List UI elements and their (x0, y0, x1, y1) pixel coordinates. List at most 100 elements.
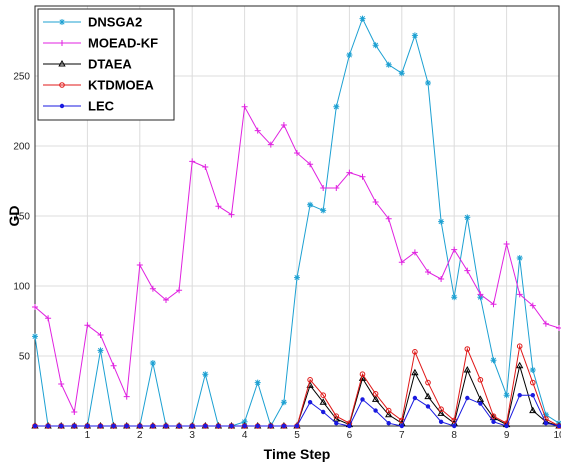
data-point-lec (124, 423, 129, 429)
x-tick-label: 10 (553, 430, 561, 441)
data-point-ktdmoea (464, 346, 471, 352)
y-tick-label: 150 (13, 212, 30, 223)
data-point-lec (491, 419, 496, 424)
data-point-ktdmoea (307, 377, 313, 383)
data-point-ktdmoea (359, 371, 366, 378)
data-point-lec (229, 423, 234, 429)
data-point-moead-kf (84, 322, 91, 329)
data-point-moead-kf (451, 246, 458, 253)
data-point-dnsga2 (398, 70, 405, 77)
legend-label-dnsga2: DNSGA2 (88, 15, 142, 30)
data-point-dnsga2 (516, 255, 523, 261)
data-point-dnsga2 (542, 411, 549, 418)
data-point-moead-kf (385, 215, 392, 222)
legend: DNSGA2 MOEAD-KF DTAEA KTDMOEA LEC (37, 8, 175, 121)
y-tick-label: 250 (13, 72, 30, 83)
data-point-moead-kf (477, 291, 484, 298)
data-point-ktdmoea (516, 343, 523, 350)
data-point-dtaea (437, 409, 445, 416)
data-point-lec (556, 423, 561, 429)
data-point-lec (504, 423, 509, 429)
data-point-lec (268, 423, 273, 429)
x-tick-label: 7 (399, 430, 405, 441)
data-point-moead-kf (228, 211, 235, 218)
x-tick-label: 9 (504, 430, 510, 441)
data-point-dnsga2 (503, 392, 510, 399)
data-point-lec (150, 423, 156, 429)
x-tick-label: 4 (242, 430, 248, 441)
data-point-dnsga2 (307, 201, 314, 208)
data-point-dtaea (371, 395, 380, 402)
data-point-moead-kf (267, 141, 274, 148)
data-point-lec (478, 401, 483, 406)
data-point-lec (216, 423, 221, 429)
data-point-moead-kf (464, 267, 471, 274)
legend-marker-dtaea (58, 59, 66, 67)
data-point-lec (321, 409, 326, 415)
data-point-dtaea (463, 365, 471, 373)
data-point-lec (59, 423, 64, 429)
data-point-lec (137, 423, 142, 429)
data-point-dnsga2 (280, 399, 287, 406)
data-point-dnsga2 (97, 347, 104, 354)
data-point-moead-kf (372, 199, 379, 205)
data-point-dtaea (385, 410, 393, 418)
data-point-dtaea (411, 368, 419, 376)
data-point-ktdmoea (320, 392, 327, 399)
data-point-moead-kf (176, 287, 183, 294)
legend-item-lec: LEC (43, 99, 115, 114)
data-point-lec (517, 393, 522, 398)
legend-item-dtaea: DTAEA (43, 57, 132, 72)
data-point-lec (111, 423, 116, 429)
data-point-ktdmoea (425, 379, 431, 386)
data-point-lec (452, 423, 457, 429)
data-point-moead-kf (294, 150, 300, 156)
data-point-moead-kf (438, 276, 445, 282)
x-tick-label: 5 (294, 430, 300, 441)
data-point-ktdmoea (490, 413, 497, 420)
x-tick-label: 3 (189, 430, 195, 441)
data-point-dnsga2 (346, 52, 353, 58)
data-point-lec (425, 404, 431, 409)
data-point-dtaea (424, 392, 432, 400)
x-axis-label: Time Step (264, 446, 331, 462)
data-point-ktdmoea (412, 349, 418, 355)
data-point-lec (543, 421, 549, 426)
data-point-moead-kf (346, 169, 353, 176)
data-point-moead-kf (490, 301, 497, 308)
series-moead-kf (32, 103, 561, 415)
legend-item-moead-kf: MOEAD-KF (43, 36, 158, 51)
data-point-moead-kf (503, 241, 510, 247)
data-point-dnsga2 (438, 218, 445, 225)
data-point-moead-kf (110, 362, 117, 369)
data-point-lec (386, 421, 391, 426)
data-point-moead-kf (516, 291, 523, 298)
y-tick-label: 100 (13, 282, 30, 293)
data-point-lec (176, 423, 182, 429)
data-point-dtaea (529, 406, 537, 414)
data-point-lec (255, 423, 260, 429)
legend-label-moead-kf: MOEAD-KF (88, 36, 158, 51)
data-point-moead-kf (136, 262, 143, 268)
data-point-lec (242, 423, 247, 429)
data-point-dnsga2 (529, 367, 536, 373)
data-point-lec (334, 421, 339, 426)
data-point-dnsga2 (241, 418, 248, 425)
data-point-dnsga2 (425, 80, 431, 86)
data-point-lec (32, 423, 38, 429)
data-point-dtaea (476, 395, 485, 402)
y-tick-label: 200 (13, 142, 30, 153)
data-point-lec (360, 397, 365, 402)
data-point-moead-kf (254, 127, 261, 134)
legend-label-dtaea: DTAEA (88, 57, 132, 72)
data-point-lec (373, 408, 378, 413)
legend-marker-ktdmoea (59, 82, 65, 88)
data-point-lec (399, 423, 404, 429)
x-tick-label: 2 (137, 430, 143, 441)
data-point-lec (45, 423, 51, 429)
legend-item-ktdmoea: KTDMOEA (43, 78, 154, 93)
data-point-ktdmoea (333, 413, 340, 420)
data-point-moead-kf (149, 285, 156, 292)
data-point-moead-kf (189, 158, 196, 165)
legend-marker-moead-kf (59, 40, 65, 46)
